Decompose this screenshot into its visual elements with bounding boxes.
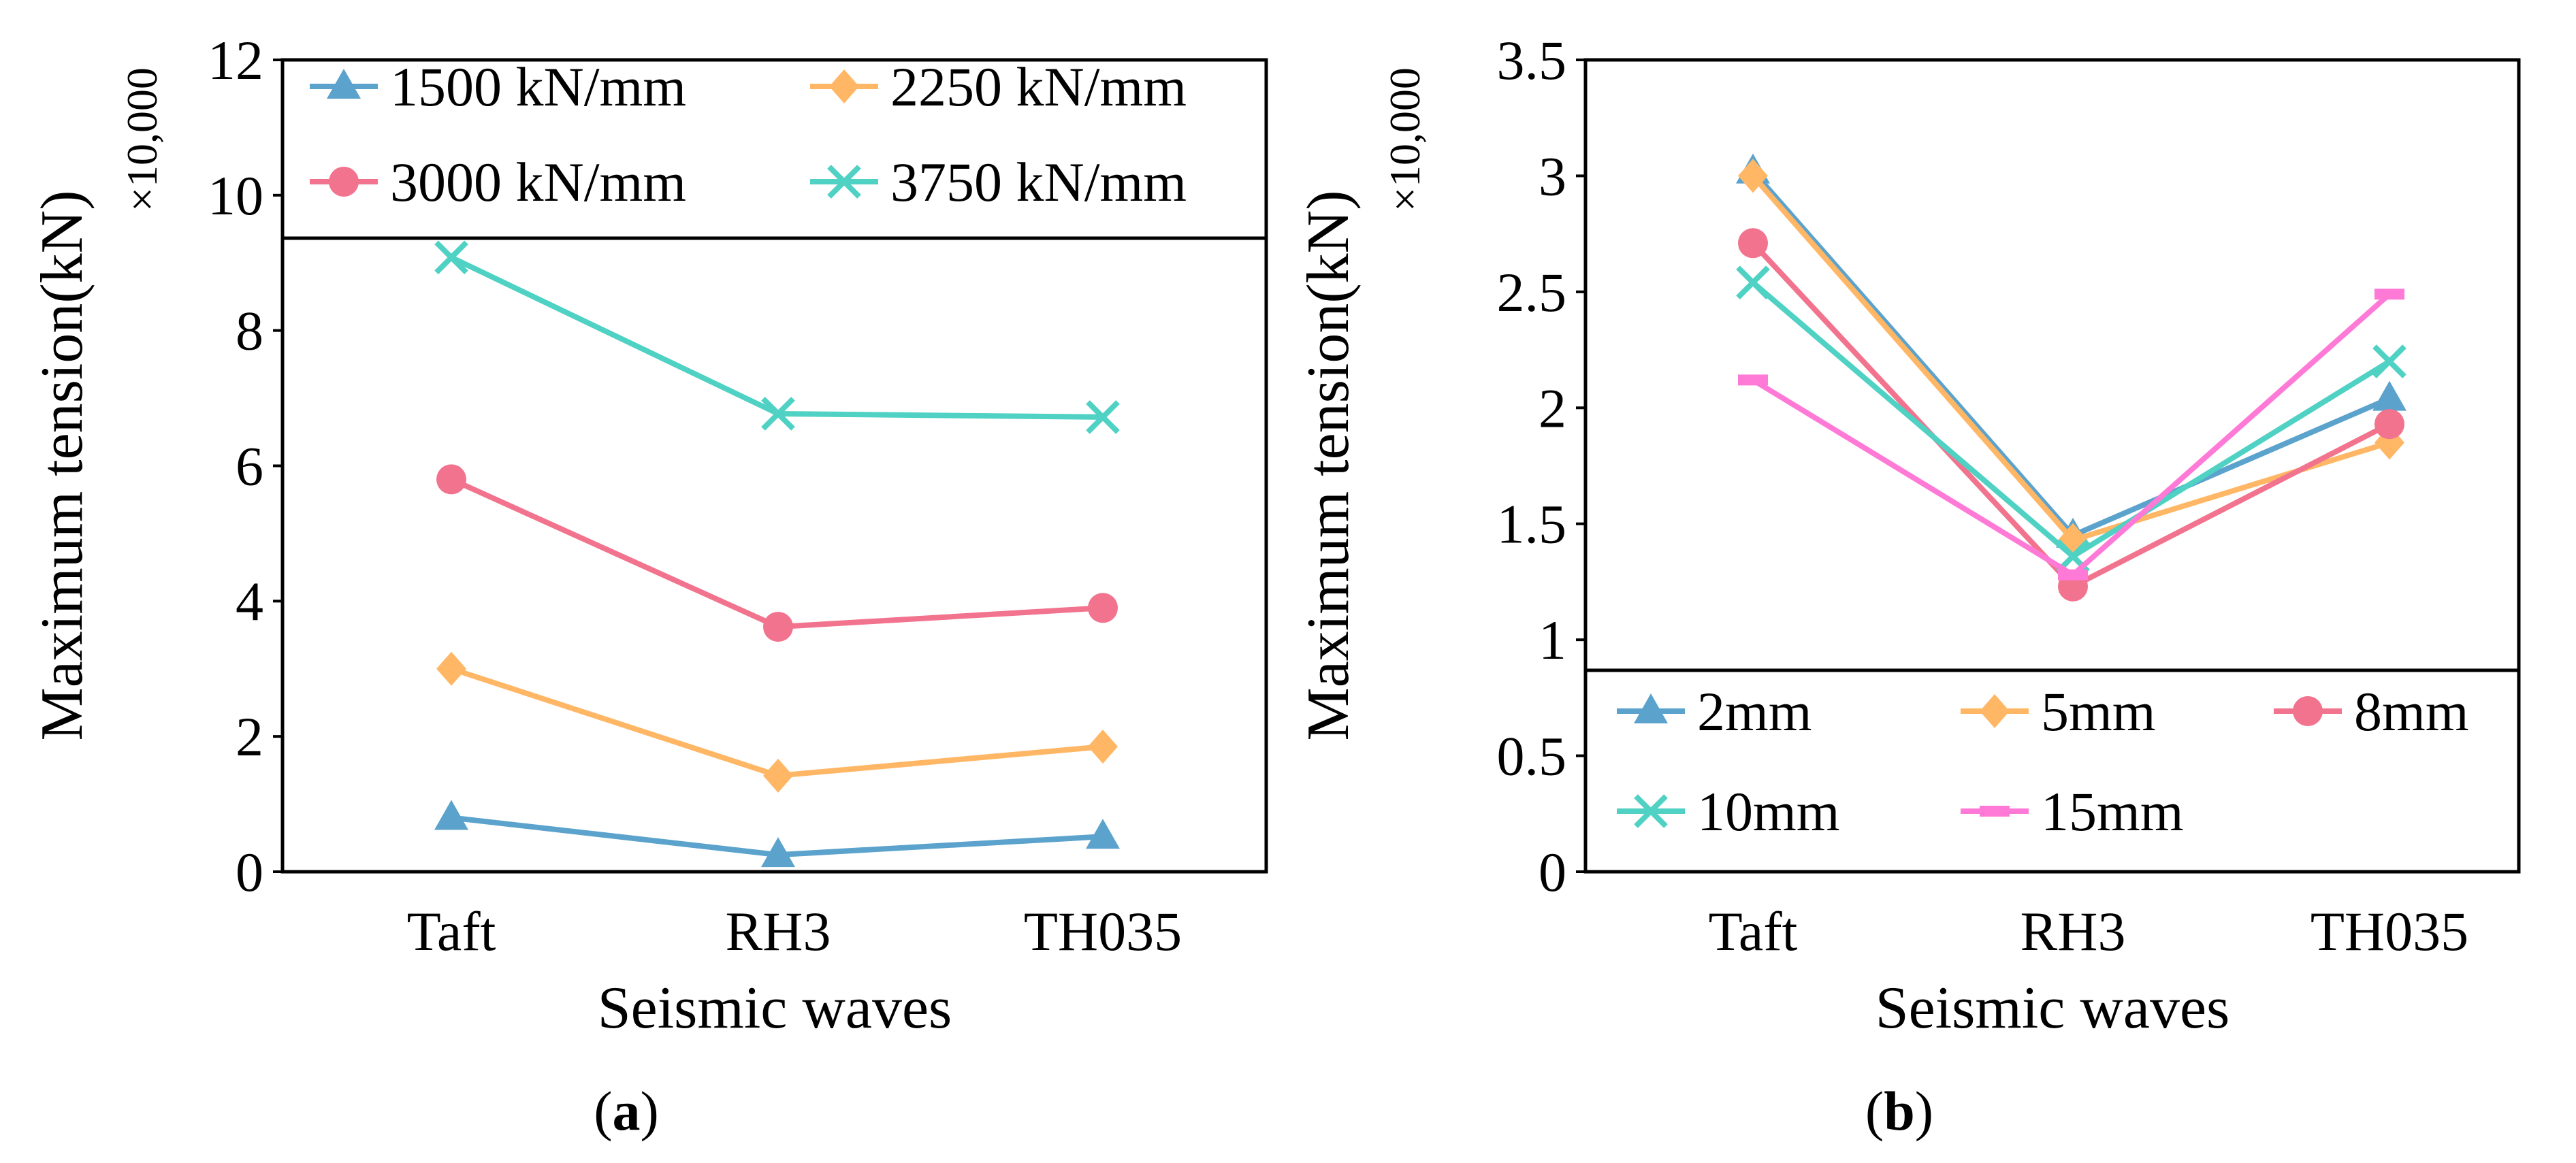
series-line <box>1750 169 2391 538</box>
legend-marker <box>1634 794 1668 828</box>
legend-item: 2250 kN/mm <box>810 56 1187 118</box>
data-point <box>2374 289 2404 300</box>
series-3 <box>436 464 1118 642</box>
y-tick-label: 0 <box>236 841 263 903</box>
y-tick-label: 2 <box>1539 377 1566 439</box>
legend-box <box>280 58 1268 240</box>
legend-item: 3750 kN/mm <box>810 151 1187 213</box>
data-point <box>763 758 793 793</box>
data-point <box>434 800 468 830</box>
axis-multiplier: ×10,000 <box>1381 67 1429 212</box>
series-line <box>450 476 1104 630</box>
legend: 1500 kN/mm 2250 kN/mm 3000 kN/mm 3750 kN/mm <box>280 56 1268 240</box>
y-tick-label: 1 <box>1539 609 1566 671</box>
data-point <box>1736 265 1770 300</box>
y-tick-label: 4 <box>236 570 263 632</box>
y-tick-label: 10 <box>208 165 263 227</box>
data-point <box>1738 159 1768 193</box>
legend-label: 3000 kN/mm <box>390 151 686 213</box>
y-tick-label: 1.5 <box>1497 493 1567 555</box>
y-tick-label: 2 <box>236 706 263 768</box>
series-line <box>450 255 1104 420</box>
data-point <box>763 612 793 642</box>
x-axis-title: Seismic waves <box>1875 975 2230 1041</box>
legend-label: 2mm <box>1697 681 1812 742</box>
series-line <box>450 666 1104 779</box>
legend-item: 15mm <box>1961 781 2184 842</box>
data-point <box>434 240 468 275</box>
legend-label: 8mm <box>2354 681 2469 742</box>
y-tick-label: 8 <box>236 300 263 362</box>
y-axis-title: Maximum tension(kN) <box>29 190 95 740</box>
series-1 <box>434 800 1120 868</box>
legend-marker <box>827 165 861 199</box>
legend-label: 1500 kN/mm <box>390 56 686 118</box>
legend: 2mm 5mm 8mm 10mm 15mm <box>1583 668 2521 874</box>
x-tick-label: Taft <box>407 900 496 962</box>
panel-a: 0 2 4 6 8 10 12 Taft RH3 TH035 Seismic waves Maximu… <box>29 29 1268 1142</box>
data-point <box>761 837 795 868</box>
data-point <box>1088 730 1118 764</box>
legend-marker <box>829 69 859 103</box>
legend-marker <box>1980 806 2010 817</box>
y-tick-label: 0 <box>1539 841 1566 903</box>
data-point <box>1086 400 1120 434</box>
y-tick-label: 0.5 <box>1497 725 1567 787</box>
panel-label: (a) <box>594 1080 659 1142</box>
data-point <box>2372 380 2406 411</box>
legend-box <box>1583 668 2521 874</box>
axis-multiplier: ×10,000 <box>118 67 166 212</box>
panel-label: (b) <box>1865 1080 1933 1142</box>
series-2 <box>436 651 1118 793</box>
data-point <box>1088 593 1118 623</box>
series-5 <box>1738 289 2404 580</box>
y-tick-label: 12 <box>208 29 263 91</box>
legend-marker <box>329 167 359 197</box>
data-point <box>2374 409 2404 440</box>
legend-label: 5mm <box>2041 681 2156 742</box>
panel-b: 0 0.5 1 1.5 2 2.5 3 3.5 Taft RH3 TH035 Seismic wave… <box>1295 29 2521 1142</box>
legend-item: 2mm <box>1617 681 1812 742</box>
legend-marker <box>327 69 361 99</box>
series-line <box>1751 280 2392 559</box>
y-tick-label: 3.5 <box>1497 29 1567 91</box>
legend-item: 3000 kN/mm <box>310 151 686 213</box>
legend-marker <box>1980 694 2010 728</box>
legend-marker <box>1634 693 1668 723</box>
legend-marker <box>2293 696 2323 726</box>
data-point <box>2058 569 2088 580</box>
x-tick-label: TH035 <box>2311 900 2468 962</box>
data-point <box>436 464 466 495</box>
legend-label: 10mm <box>1697 781 1840 842</box>
x-tick-label: RH3 <box>726 900 831 962</box>
data-point <box>436 651 466 686</box>
legend-item: 5mm <box>1961 681 2156 742</box>
legend-item: 10mm <box>1617 781 1840 842</box>
x-tick-label: Taft <box>1709 900 1798 962</box>
data-point <box>2372 344 2406 378</box>
data-point <box>1086 819 1120 849</box>
series-4 <box>434 240 1120 434</box>
legend-item: 8mm <box>2274 681 2469 742</box>
data-point <box>761 397 795 431</box>
x-tick-label: TH035 <box>1024 900 1182 962</box>
legend-label: 2250 kN/mm <box>890 56 1187 118</box>
data-point <box>1738 228 1768 259</box>
y-tick-label: 6 <box>236 436 263 497</box>
x-tick-label: RH3 <box>2020 900 2126 962</box>
y-axis-title: Maximum tension(kN) <box>1295 190 1362 740</box>
y-tick-label: 3 <box>1539 145 1566 207</box>
x-axis-title: Seismic waves <box>598 975 952 1041</box>
legend-label: 15mm <box>2041 781 2184 842</box>
legend-item: 1500 kN/mm <box>310 56 686 118</box>
legend-label: 3750 kN/mm <box>890 151 1187 213</box>
y-tick-label: 2.5 <box>1497 261 1567 323</box>
data-point <box>1738 374 1768 386</box>
series-line <box>1750 174 2391 543</box>
